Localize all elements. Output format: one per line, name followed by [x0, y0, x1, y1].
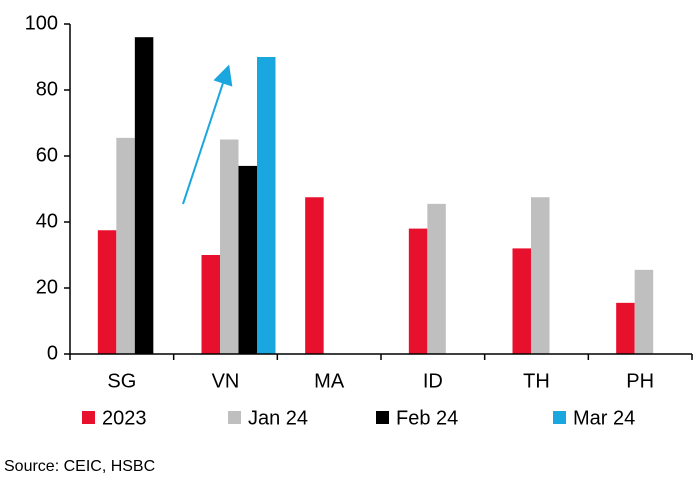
x-tick-label: TH: [523, 370, 550, 392]
bar: [512, 248, 531, 354]
bar: [305, 197, 324, 354]
legend-swatch: [553, 411, 566, 424]
x-tick-label: ID: [423, 370, 443, 392]
y-tick-label: 0: [47, 342, 58, 364]
legend-swatch: [82, 411, 95, 424]
bar: [134, 37, 154, 354]
bar: [257, 57, 276, 354]
y-tick-label: 20: [36, 276, 58, 298]
bar: [427, 203, 446, 354]
x-tick-label: SG: [107, 370, 136, 392]
bar: [616, 302, 635, 354]
bar: [220, 139, 239, 354]
bar: [531, 197, 550, 354]
legend-swatch: [228, 411, 241, 424]
y-tick-label: 40: [36, 210, 58, 232]
y-tick-label: 60: [36, 144, 58, 166]
legend-label: 2023: [102, 407, 147, 429]
legend-swatch: [376, 411, 389, 424]
source-band: [0, 452, 700, 483]
bar: [408, 228, 428, 354]
y-tick-label: 80: [36, 78, 58, 100]
legend-label: Mar 24: [573, 407, 635, 429]
bar: [634, 269, 654, 354]
legend-label: Feb 24: [396, 407, 458, 429]
x-tick-label: MA: [314, 370, 345, 392]
trend-arrow: [182, 64, 233, 205]
bar: [238, 165, 257, 354]
source-note: Source: CEIC, HSBC: [4, 458, 155, 475]
bar: [201, 255, 220, 354]
legend-label: Jan 24: [248, 407, 308, 429]
x-tick-label: PH: [626, 370, 654, 392]
x-tick-label: VN: [212, 370, 240, 392]
bar: [97, 230, 117, 354]
bar: [116, 137, 135, 354]
y-tick-label: 100: [25, 12, 58, 34]
